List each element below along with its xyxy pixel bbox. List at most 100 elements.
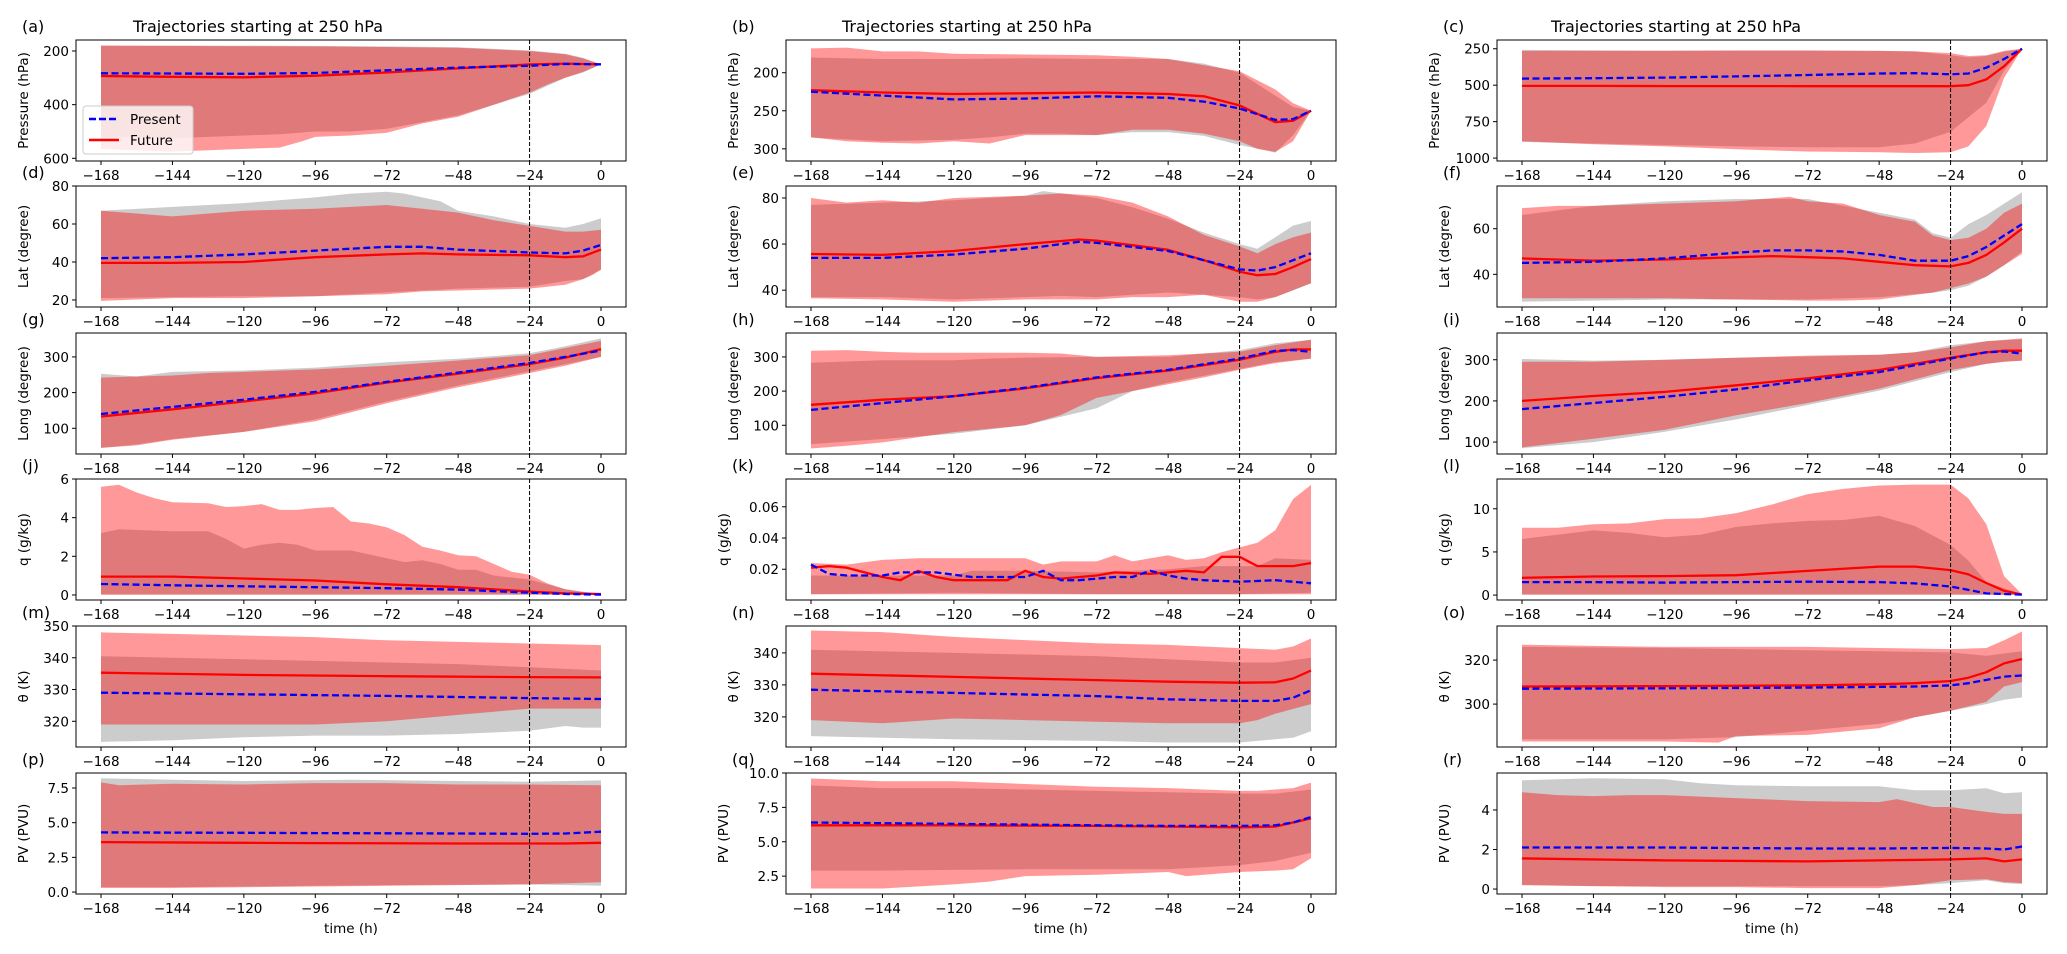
x-tick-label: −96 — [1011, 461, 1040, 477]
axes-frame — [785, 772, 1337, 895]
legend-present-label: Present — [130, 112, 181, 128]
x-tick-label: −24 — [1225, 168, 1254, 184]
present-spread-band — [101, 338, 601, 448]
x-tick-label: −48 — [444, 901, 473, 917]
y-tick-label: 0 — [1481, 882, 1490, 898]
x-tick-label: −168 — [792, 901, 829, 917]
y-tick-label: 4 — [1481, 803, 1490, 819]
present-mean-line — [810, 563, 1312, 585]
future-spread-band — [101, 632, 601, 725]
x-tick-label: −72 — [1082, 901, 1111, 917]
x-tick-label: −120 — [935, 607, 972, 623]
x-tick-label: −168 — [82, 168, 119, 184]
x-tick-label: −120 — [225, 901, 262, 917]
y-axis-label: q (g/kg) — [716, 513, 732, 566]
x-tick-label: −48 — [1865, 754, 1894, 770]
panel-l: −168 −144 −120 −96 −72 −48 −24 0 0 5 10 q (g/kg) (l) — [1437, 456, 2048, 623]
y-axis-label: PV (PVU) — [16, 804, 32, 863]
column-titles: Trajectories starting at 250 hPa Traject… — [132, 17, 1801, 36]
x-tick-label: −72 — [1793, 754, 1822, 770]
y-axis-label: Long (degree) — [726, 346, 742, 441]
panel-d: −168 −144 −120 −96 −72 −48 −24 0 20 40 60 80 Lat (de… — [16, 163, 627, 330]
y-axis-label: θ (K) — [16, 671, 32, 703]
present-mean-line — [1521, 47, 2023, 80]
y-tick-label: 5.0 — [48, 816, 69, 832]
plot-area — [1521, 479, 2023, 600]
x-tick-label: −120 — [225, 607, 262, 623]
future-spread-band — [101, 205, 601, 301]
x-tick-label: −120 — [1646, 754, 1683, 770]
x-tick-label: 0 — [597, 754, 606, 770]
y-tick-label: 400 — [43, 98, 69, 114]
y-tick-label: 7.5 — [48, 781, 69, 797]
future-spread-band — [811, 630, 1311, 724]
panel-label: (e) — [732, 163, 754, 182]
x-tick-label: −120 — [1646, 461, 1683, 477]
x-tick-label: −168 — [82, 754, 119, 770]
x-tick-label: −144 — [864, 901, 901, 917]
y-tick-label: 2 — [60, 549, 69, 565]
panel-c: −168 −144 −120 −96 −72 −48 −24 0 250 500 750 1000 Pr… — [1427, 17, 2048, 184]
y-tick-label: 350 — [43, 619, 69, 635]
y-tick-label: 250 — [753, 104, 779, 120]
x-tick-label: −144 — [864, 168, 901, 184]
future-mean-line — [100, 840, 602, 845]
legend: Present Future — [82, 105, 194, 155]
y-tick-label: 0 — [60, 588, 69, 604]
x-tick-label: −24 — [515, 901, 544, 917]
x-tick-label: −48 — [1154, 607, 1183, 623]
panel-b: −168 −144 −120 −96 −72 −48 −24 0 200 250 300 Pressu… — [726, 17, 1337, 184]
future-spread-band — [101, 782, 601, 888]
future-mean-line — [1521, 227, 2023, 268]
x-tick-label: −96 — [301, 314, 330, 330]
panel-label: (l) — [1443, 456, 1460, 475]
x-tick-label: −144 — [154, 168, 191, 184]
y-tick-label: 40 — [52, 255, 69, 271]
axes-frame — [75, 39, 627, 162]
future-spread-band — [101, 45, 601, 152]
present-mean-line — [810, 688, 1312, 703]
y-tick-label: 0.06 — [749, 500, 779, 516]
x-tick-label: −48 — [1865, 461, 1894, 477]
future-mean-line — [100, 671, 602, 679]
x-tick-label: 0 — [597, 168, 606, 184]
x-tick-label: −120 — [935, 168, 972, 184]
present-mean-line — [100, 243, 602, 260]
x-tick-label: 0 — [2018, 168, 2027, 184]
x-tick-label: −96 — [1722, 901, 1751, 917]
x-tick-label: −24 — [1936, 168, 1965, 184]
present-spread-band — [811, 57, 1311, 153]
present-spread-band — [101, 191, 601, 299]
x-tick-label: −96 — [1011, 607, 1040, 623]
y-tick-label: 60 — [762, 237, 779, 253]
y-tick-label: 80 — [52, 179, 69, 195]
x-tick-label: −24 — [1936, 901, 1965, 917]
y-tick-label: 100 — [753, 418, 779, 434]
x-tick-label: −168 — [792, 168, 829, 184]
x-tick-label: −144 — [1575, 607, 1612, 623]
plot-area — [810, 479, 1312, 600]
future-mean-line — [1521, 857, 2023, 863]
future-spread-band — [1522, 196, 2022, 301]
x-tick-label: −48 — [1865, 168, 1894, 184]
future-spread-band — [1522, 48, 2022, 154]
x-tick-label: −144 — [154, 901, 191, 917]
y-tick-label: 320 — [753, 710, 779, 726]
future-mean-line — [810, 89, 1312, 124]
x-tick-label: −48 — [1154, 168, 1183, 184]
x-tick-label: −96 — [301, 168, 330, 184]
x-tick-label: −120 — [1646, 168, 1683, 184]
axes-frame — [1496, 478, 2048, 601]
x-tick-label: −120 — [225, 461, 262, 477]
y-tick-label: 40 — [762, 283, 779, 299]
panel-o: −168 −144 −120 −96 −72 −48 −24 0 300 320 θ (K) (o) — [1437, 603, 2048, 770]
y-tick-label: 300 — [43, 350, 69, 366]
axes-frame — [785, 185, 1337, 308]
x-tick-label: 0 — [597, 314, 606, 330]
y-axis-label: Pressure (hPa) — [16, 52, 32, 149]
present-mean-line — [1522, 845, 2023, 851]
x-tick-label: −72 — [1793, 168, 1822, 184]
y-tick-label: 200 — [753, 66, 779, 82]
plot-area — [810, 40, 1312, 161]
present-spread-band — [811, 649, 1311, 743]
